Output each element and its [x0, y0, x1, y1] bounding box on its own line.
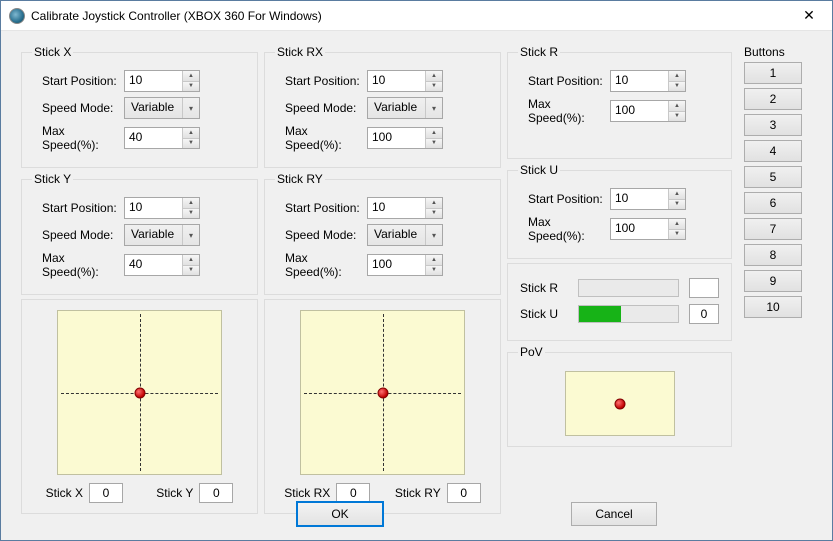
stick-x-max-spinner[interactable]: 40 ▲▼	[124, 127, 200, 149]
chevron-down-icon[interactable]: ▾	[425, 98, 442, 118]
spin-down-icon[interactable]: ▼	[183, 139, 199, 149]
pad-rx-label: Stick RX	[284, 486, 330, 500]
spin-up-icon[interactable]: ▲	[183, 255, 199, 266]
joystick-button-4[interactable]: 4	[744, 140, 802, 162]
stick-y-max-spinner[interactable]: 40 ▲▼	[124, 254, 200, 276]
pad-x-label: Stick X	[46, 486, 83, 500]
pov-pad	[565, 371, 675, 436]
joystick-button-10[interactable]: 10	[744, 296, 802, 318]
spin-up-icon[interactable]: ▲	[183, 128, 199, 139]
joystick-button-3[interactable]: 3	[744, 114, 802, 136]
stick-x-start-spinner[interactable]: 10 ▲▼	[124, 70, 200, 92]
spin-up-icon[interactable]: ▲	[183, 198, 199, 209]
joystick-button-9[interactable]: 9	[744, 270, 802, 292]
joystick-button-6[interactable]: 6	[744, 192, 802, 214]
app-icon	[9, 8, 25, 24]
pad-x-value: 0	[89, 483, 123, 503]
group-stick-r: Stick R Start Position: 10▲▼ Max Speed(%…	[507, 45, 732, 159]
xy-pad-group: Stick X 0 Stick Y 0	[21, 299, 258, 514]
stick-ry-mode-combo[interactable]: Variable▾	[367, 224, 443, 246]
label-startpos: Start Position:	[32, 74, 124, 88]
xy-dot-icon	[134, 387, 145, 398]
pad-y-value: 0	[199, 483, 233, 503]
buttons-panel: Buttons 1 2 3 4 5 6 7 8 9 10	[744, 45, 806, 514]
ok-button[interactable]: OK	[297, 502, 383, 526]
legend-stick-ry: Stick RY	[275, 172, 325, 186]
stick-x-max-value[interactable]: 40	[125, 128, 182, 148]
window-title: Calibrate Joystick Controller (XBOX 360 …	[31, 9, 786, 23]
stick-rx-mode-combo[interactable]: Variable▾	[367, 97, 443, 119]
dialog-window: Calibrate Joystick Controller (XBOX 360 …	[0, 0, 833, 541]
rxry-pad	[300, 310, 465, 475]
group-stick-y: Stick Y Start Position: 10 ▲▼ Speed Mode…	[21, 172, 258, 295]
bar-r-value	[689, 278, 719, 298]
group-bars: Stick R Stick U 0	[507, 263, 732, 341]
legend-stick-y: Stick Y	[32, 172, 73, 186]
bar-u	[578, 305, 679, 323]
pov-dot-icon	[614, 398, 625, 409]
stick-x-mode-value: Variable	[125, 98, 182, 118]
label-speedmode: Speed Mode:	[32, 101, 124, 115]
stick-rx-start-spinner[interactable]: 10▲▼	[367, 70, 443, 92]
spin-down-icon[interactable]: ▼	[183, 82, 199, 92]
titlebar: Calibrate Joystick Controller (XBOX 360 …	[1, 1, 832, 31]
chevron-down-icon[interactable]: ▾	[425, 225, 442, 245]
bar-u-label: Stick U	[520, 307, 568, 321]
pad-ry-label: Stick RY	[395, 486, 441, 500]
buttons-header: Buttons	[744, 45, 806, 59]
legend-stick-rx: Stick RX	[275, 45, 325, 59]
bar-u-fill	[579, 306, 621, 322]
stick-u-max-spinner[interactable]: 100▲▼	[610, 218, 686, 240]
pad-rx-value: 0	[336, 483, 370, 503]
spin-down-icon[interactable]: ▼	[183, 209, 199, 219]
bar-r-label: Stick R	[520, 281, 568, 295]
group-stick-ry: Stick RY Start Position: 10▲▼ Speed Mode…	[264, 172, 501, 295]
stick-r-start-spinner[interactable]: 10▲▼	[610, 70, 686, 92]
chevron-down-icon[interactable]: ▾	[182, 98, 199, 118]
pad-ry-value: 0	[447, 483, 481, 503]
stick-rx-max-spinner[interactable]: 100▲▼	[367, 127, 443, 149]
rxry-dot-icon	[377, 387, 388, 398]
stick-ry-start-spinner[interactable]: 10▲▼	[367, 197, 443, 219]
bar-u-value: 0	[689, 304, 719, 324]
label-maxspeed: Max Speed(%):	[32, 124, 124, 152]
close-button[interactable]: ✕	[786, 1, 832, 31]
group-stick-x: Stick X Start Position: 10 ▲▼ Speed Mode…	[21, 45, 258, 168]
dialog-body: Stick X Start Position: 10 ▲▼ Speed Mode…	[1, 31, 832, 528]
legend-stick-r: Stick R	[518, 45, 560, 59]
label-startpos: Start Position:	[32, 201, 124, 215]
group-stick-rx: Stick RX Start Position: 10▲▼ Speed Mode…	[264, 45, 501, 168]
stick-x-start-value[interactable]: 10	[125, 71, 182, 91]
rxry-pad-group: Stick RX 0 Stick RY 0	[264, 299, 501, 514]
spin-down-icon[interactable]: ▼	[183, 266, 199, 276]
stick-y-mode-combo[interactable]: Variable ▾	[124, 224, 200, 246]
stick-u-start-spinner[interactable]: 10▲▼	[610, 188, 686, 210]
joystick-button-7[interactable]: 7	[744, 218, 802, 240]
bar-r	[578, 279, 679, 297]
chevron-down-icon[interactable]: ▾	[182, 225, 199, 245]
cancel-button[interactable]: Cancel	[571, 502, 657, 526]
stick-y-start-spinner[interactable]: 10 ▲▼	[124, 197, 200, 219]
stick-x-mode-combo[interactable]: Variable ▾	[124, 97, 200, 119]
spin-up-icon[interactable]: ▲	[183, 71, 199, 82]
stick-r-max-spinner[interactable]: 100▲▼	[610, 100, 686, 122]
joystick-button-2[interactable]: 2	[744, 88, 802, 110]
xy-pad	[57, 310, 222, 475]
group-stick-u: Stick U Start Position: 10▲▼ Max Speed(%…	[507, 163, 732, 259]
joystick-button-5[interactable]: 5	[744, 166, 802, 188]
legend-pov: PoV	[518, 345, 545, 359]
label-maxspeed: Max Speed(%):	[32, 251, 124, 279]
joystick-button-8[interactable]: 8	[744, 244, 802, 266]
pad-y-label: Stick Y	[156, 486, 193, 500]
label-speedmode: Speed Mode:	[32, 228, 124, 242]
legend-stick-u: Stick U	[518, 163, 560, 177]
legend-stick-x: Stick X	[32, 45, 73, 59]
joystick-button-1[interactable]: 1	[744, 62, 802, 84]
stick-ry-max-spinner[interactable]: 100▲▼	[367, 254, 443, 276]
group-pov: PoV	[507, 345, 732, 447]
